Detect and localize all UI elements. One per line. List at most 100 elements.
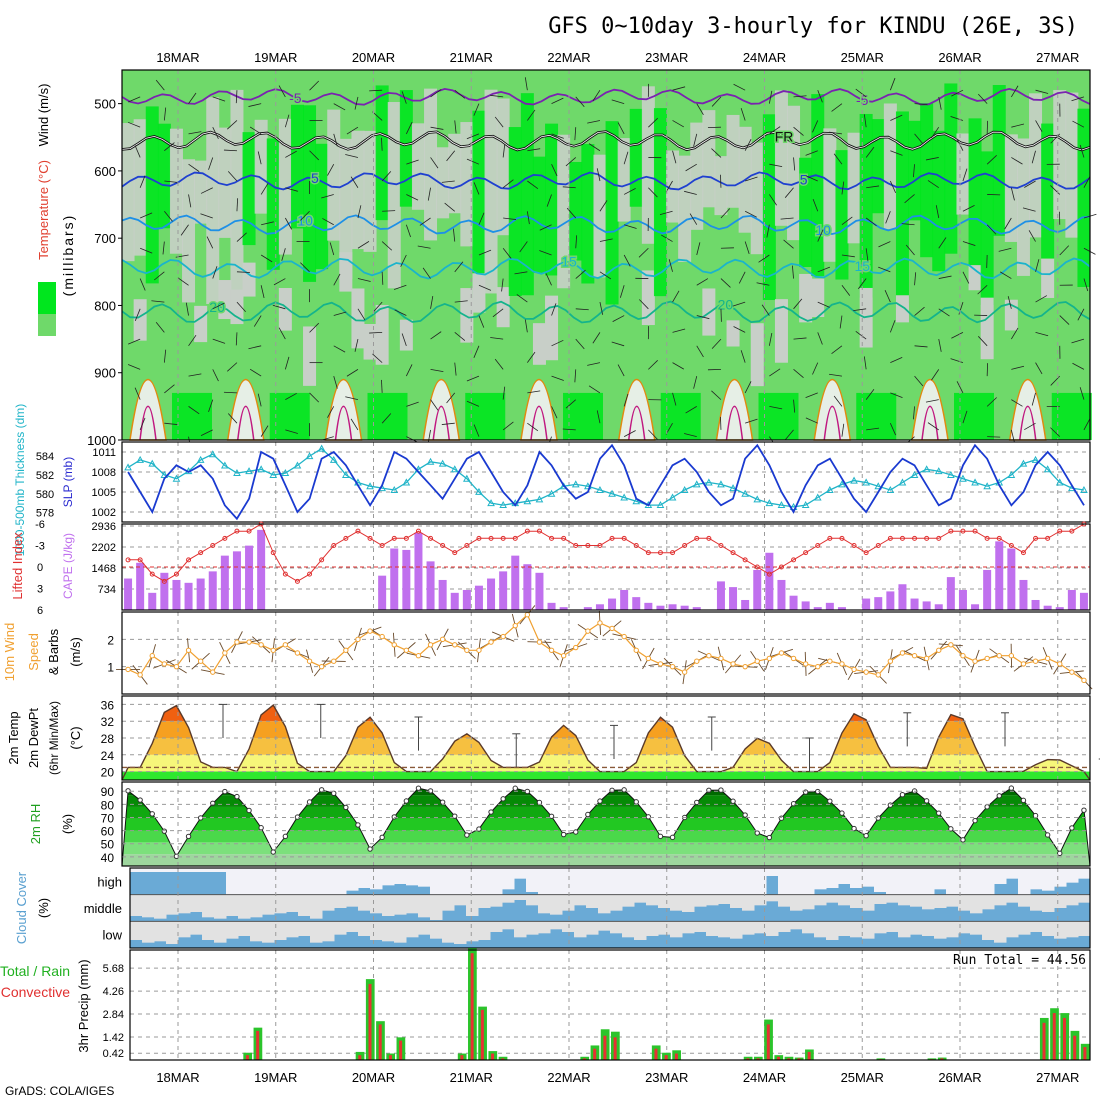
cloud-cell <box>610 868 623 895</box>
cloud-cell <box>658 894 671 908</box>
cloud-cell <box>994 894 1007 906</box>
cloud-cell <box>694 921 707 932</box>
rh-marker <box>633 799 639 805</box>
precip-convective-bar <box>368 983 372 1060</box>
lifted-index-marker <box>778 564 784 570</box>
rh-marker <box>645 814 652 820</box>
wind-barb <box>139 278 146 291</box>
wind-barb <box>575 96 585 107</box>
cloud-cell <box>886 868 899 895</box>
cloud-cell <box>586 921 599 935</box>
cape-bar <box>668 604 677 610</box>
cloud-cell <box>1066 868 1079 883</box>
wind-barb <box>527 180 539 189</box>
wind-barb <box>766 224 770 238</box>
wind-barb <box>733 83 746 91</box>
rh-band <box>122 818 1090 831</box>
rh-patch <box>605 121 619 305</box>
cloud-cell <box>682 894 695 912</box>
wind-barb <box>565 157 577 167</box>
cape-bar <box>1019 579 1028 610</box>
wind-barb <box>884 290 891 303</box>
rh-patch <box>569 161 583 261</box>
wind-barb <box>333 345 346 353</box>
cape-bar <box>208 571 217 610</box>
wind-barb <box>284 356 290 370</box>
wind-barb <box>1022 207 1036 212</box>
wind-barb <box>1028 230 1036 242</box>
rh-patch <box>169 128 183 254</box>
rh-band <box>122 842 1090 855</box>
panel-bg <box>130 950 1090 1060</box>
rh-surface-patch <box>1051 392 1092 440</box>
wind-barb <box>503 217 517 220</box>
rh-marker <box>379 834 385 841</box>
rh-patch <box>339 138 353 279</box>
wind-barb <box>619 285 625 298</box>
wind-barb <box>611 341 625 347</box>
thickness-marker <box>571 480 580 488</box>
cloud-cell <box>190 921 203 935</box>
wind-barb <box>333 311 347 316</box>
cloud-cell <box>274 868 287 895</box>
wind-barb <box>761 304 770 316</box>
cloud-cell <box>394 894 407 915</box>
rh-marker <box>996 793 1002 799</box>
rh-marker <box>669 834 676 841</box>
thickness-marker <box>947 470 955 478</box>
lifted-index-marker <box>319 557 325 563</box>
rh-marker <box>355 822 361 828</box>
rh-patch <box>315 143 329 270</box>
wind-barb <box>551 133 564 139</box>
cloud-cell <box>202 894 215 918</box>
wind-barb <box>611 99 625 105</box>
date-label-top: 26MAR <box>938 50 981 65</box>
temp-tick: 36 <box>101 698 115 712</box>
wind-barb <box>235 90 238 104</box>
cloud-cell <box>130 921 143 940</box>
wind-barb <box>309 150 320 161</box>
rh-marker <box>234 793 240 800</box>
wind-speed-marker <box>802 661 809 667</box>
wind-barb <box>350 176 359 188</box>
wind-barb <box>381 271 384 285</box>
wind-barb <box>405 224 411 238</box>
cloud-cell <box>466 921 479 942</box>
cloud-cell <box>1078 894 1091 903</box>
wind-barb <box>333 103 346 111</box>
date-label-top: 21MAR <box>450 50 493 65</box>
precip-convective-bar <box>582 1058 586 1060</box>
wind-barb <box>805 175 818 182</box>
wind-barb <box>951 89 964 97</box>
rh-patch <box>992 85 1006 236</box>
lifted-index-cape-panel: 734 1468 2202 2936 -6 -3 0 3 6 Lifted Index CAPE (… <box>10 519 1091 617</box>
cloud-cell <box>658 868 671 895</box>
wind-speed-marker <box>730 661 736 667</box>
wind-barb <box>829 131 843 135</box>
cloud-cell <box>826 894 839 903</box>
thickness-marker <box>245 467 253 475</box>
cloud-cell <box>550 894 563 915</box>
rh-patch <box>411 123 425 210</box>
cloud-cell <box>742 868 755 895</box>
cape-bar <box>716 581 725 610</box>
cloud-cell <box>1018 921 1031 935</box>
cape-tick: 2202 <box>92 542 116 554</box>
thickness-marker <box>1019 459 1028 467</box>
wind-barb <box>914 375 924 387</box>
wind-barb <box>659 210 673 216</box>
isotherm-30 <box>628 405 646 441</box>
rh-tick: 70 <box>101 811 115 825</box>
wind-barb <box>539 250 552 256</box>
precip-convective-bar <box>766 1024 770 1060</box>
wind-barb <box>1072 120 1085 128</box>
cloud-cell <box>838 868 851 884</box>
lifted-index-marker <box>161 578 167 584</box>
wind-barb <box>454 120 457 134</box>
cloud-cell <box>934 921 947 939</box>
cloud-cell <box>658 921 671 935</box>
cape-bar <box>837 607 846 610</box>
thickness-marker <box>1043 465 1052 473</box>
cloud-cell <box>466 868 479 895</box>
cloud-cell <box>982 921 995 940</box>
